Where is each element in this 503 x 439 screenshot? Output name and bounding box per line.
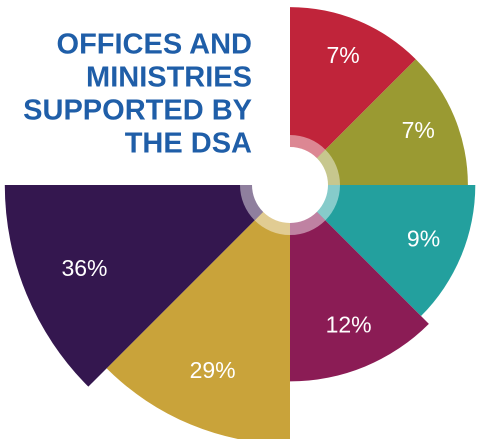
segment <box>290 185 429 382</box>
labels: 7% 7% 9% 12% 29% 36% <box>61 42 440 383</box>
value-label: 7% <box>326 42 359 68</box>
center-hole <box>252 147 328 223</box>
segment <box>290 59 468 185</box>
value-label: 36% <box>61 255 107 281</box>
value-label: 29% <box>190 357 236 383</box>
segment <box>290 185 476 317</box>
value-label: 12% <box>326 312 372 338</box>
segment <box>290 7 416 185</box>
segment <box>106 185 290 439</box>
title-line: OFFICES AND <box>57 29 252 61</box>
value-label: 9% <box>407 225 440 251</box>
segment <box>4 185 291 387</box>
segments <box>4 7 476 439</box>
title-line: MINISTRIES <box>86 62 252 94</box>
title-line: SUPPORTED BY <box>23 95 252 127</box>
title-line: THE DSA <box>125 128 252 160</box>
value-label: 7% <box>402 117 435 143</box>
